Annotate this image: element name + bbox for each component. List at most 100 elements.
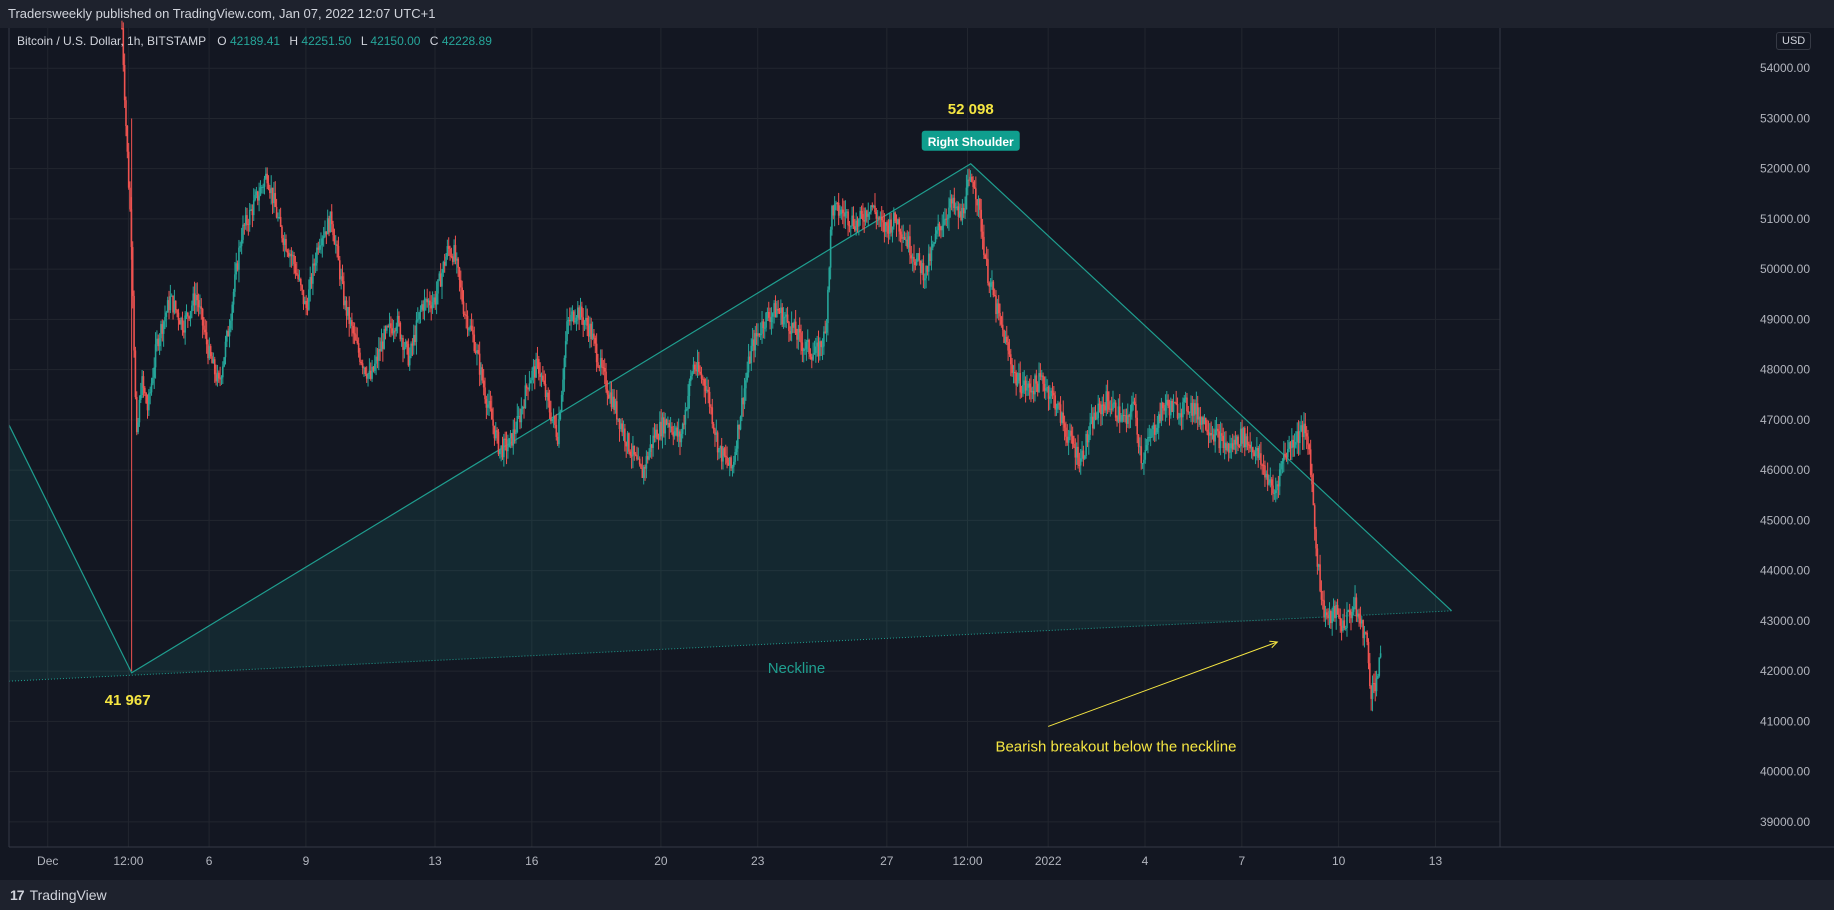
candle-body [667,423,669,425]
candle-body [435,293,438,305]
brand-name[interactable]: TradingView [29,887,107,903]
candle-body [934,233,937,243]
candle-body [871,205,874,208]
candle-body [603,368,606,372]
candle-body [363,367,365,369]
candle-body [630,455,633,457]
y-tick-label: 45000.00 [1760,513,1810,527]
candle-body [946,218,949,220]
candle-body [523,406,525,409]
candle-body [1287,449,1289,458]
candle-body [1024,380,1027,391]
right-shoulder-badge[interactable] [921,130,1020,151]
candle-body [898,219,900,232]
candle-body [1035,375,1038,384]
candle-body [262,186,264,188]
candle-body [369,370,372,379]
candle-body [745,380,747,389]
candle-body [563,357,566,380]
candle-body [641,468,644,478]
candle-body [532,366,535,371]
candle-body [784,316,786,318]
candle-body [443,261,446,266]
candle-body [411,343,414,346]
candle-body [1347,610,1350,612]
candle-body [894,212,896,221]
candle-body [996,303,999,315]
currency-button[interactable]: USD [1776,32,1812,50]
candle-body [913,256,915,262]
candle-body [848,225,851,227]
candle-body [856,220,859,227]
candle-body [824,331,827,333]
close-value: 42228.89 [442,34,492,48]
price-chart[interactable]: 52 098 Right Shoulder 41 967 Neckline Bearis… [0,0,1834,880]
candle-body [813,352,816,355]
candle-body [854,226,856,231]
candle-body [793,321,796,328]
x-tick-label: 23 [751,854,765,868]
candle-body [1171,400,1173,412]
candle-body [849,225,852,227]
y-tick-label: 48000.00 [1760,363,1810,377]
candle-body [564,341,567,358]
x-tick-label: 20 [654,854,668,868]
candle-body [1012,372,1015,374]
candle-body [668,423,671,428]
candle-body [921,263,923,273]
candle-body [723,448,726,456]
candle-body [1054,395,1056,410]
y-tick-label: 43000.00 [1760,614,1810,628]
candle-body [1371,683,1374,699]
candle-body [425,299,427,301]
candle-body [652,435,654,448]
candle-body [836,202,839,204]
candle-body [1206,429,1208,432]
breakout-arrow[interactable] [1048,641,1278,727]
candle-body [1331,611,1333,624]
candle-body [325,231,328,235]
candle-body [123,64,126,101]
candle-body [1188,411,1191,413]
candle-body [661,417,664,437]
candle-body [188,316,190,319]
candle-body [1338,614,1340,618]
candle-body [1161,402,1164,409]
candle-body [1192,403,1195,416]
candle-body [1248,444,1250,446]
candle-body [613,396,615,411]
candle-body [205,332,208,345]
candle-body [798,328,801,333]
candle-body [837,202,840,216]
candle-body [469,325,472,330]
candle-body [706,389,708,392]
candle-body [980,209,983,232]
candle-body [184,315,186,333]
candle-body [230,320,232,329]
candle-body [687,395,689,410]
candle-body [1125,415,1128,424]
candle-body [240,239,243,247]
candle-body [681,423,684,434]
candle-body [277,217,279,219]
tradingview-logo-icon[interactable]: 17 [10,887,25,903]
candle-body [1360,620,1363,624]
candle-body [376,356,379,361]
candle-body [457,258,459,268]
candle-body [654,429,657,438]
neckline[interactable] [8,610,1452,682]
candle-body [730,457,732,469]
candle-body [416,319,419,321]
candles [121,20,1382,712]
candle-body [550,412,552,422]
candle-body [1090,416,1093,423]
candle-body [780,307,782,314]
candle-body [609,392,611,399]
candle-body [906,239,909,248]
candle-body [684,409,687,425]
candle-body [610,392,613,408]
candle-body [256,191,259,201]
candle-body [823,331,825,347]
candle-body [460,279,462,288]
candle-body [1148,436,1151,438]
